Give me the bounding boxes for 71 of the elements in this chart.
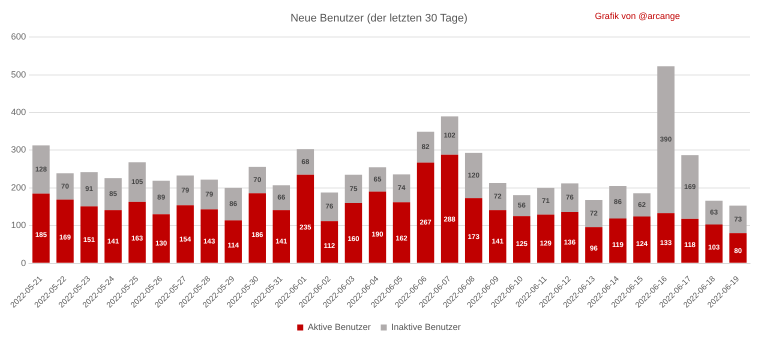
bar xyxy=(272,185,290,210)
bar xyxy=(416,132,434,163)
bar xyxy=(248,166,266,194)
chart-title: Neue Benutzer (der letzten 30 Tage) xyxy=(290,12,468,25)
bar xyxy=(513,216,530,263)
bar xyxy=(585,227,602,263)
bar xyxy=(104,178,122,210)
bar xyxy=(296,174,314,263)
bar xyxy=(489,210,506,263)
bar xyxy=(320,221,338,263)
bar xyxy=(344,174,362,203)
bar xyxy=(657,66,675,214)
bar xyxy=(80,206,98,263)
bar xyxy=(440,116,458,155)
bar xyxy=(296,149,314,175)
bar xyxy=(561,212,578,263)
bar xyxy=(609,218,626,263)
bar xyxy=(705,224,723,263)
bar xyxy=(200,209,218,263)
bar xyxy=(729,233,747,263)
bar xyxy=(32,194,50,263)
y-tick-label: 400 xyxy=(10,107,26,118)
y-tick-label: 600 xyxy=(10,32,26,42)
y-tick-label: 200 xyxy=(10,182,26,192)
bar xyxy=(200,180,218,210)
bar xyxy=(489,183,506,210)
bar xyxy=(561,183,578,212)
bar xyxy=(56,173,74,200)
bar xyxy=(585,200,602,228)
bar xyxy=(128,202,146,263)
y-tick-label: 500 xyxy=(10,69,26,80)
bar xyxy=(176,205,194,263)
bar xyxy=(440,154,458,263)
bar xyxy=(152,180,170,214)
y-tick-label: 0 xyxy=(21,258,26,268)
bar xyxy=(344,202,362,263)
y-tick-label: 300 xyxy=(10,144,26,155)
y-tick-label: 100 xyxy=(10,220,26,230)
bar xyxy=(681,218,699,263)
bar xyxy=(56,200,74,263)
bar xyxy=(104,210,122,263)
legend-label: Inaktive Benutzer xyxy=(391,322,461,332)
bar xyxy=(224,220,242,263)
bar xyxy=(368,167,386,192)
bar xyxy=(537,214,554,263)
bar xyxy=(513,195,530,216)
bar xyxy=(537,188,554,215)
bar xyxy=(152,214,170,263)
bar xyxy=(657,213,675,263)
bar xyxy=(464,198,482,263)
bar xyxy=(729,206,747,234)
bar xyxy=(633,216,651,263)
bar xyxy=(392,174,410,202)
bar xyxy=(633,193,651,217)
bar xyxy=(609,186,626,218)
bar xyxy=(464,152,482,198)
bar xyxy=(272,210,290,263)
bar xyxy=(416,162,434,263)
bar xyxy=(392,202,410,263)
bar xyxy=(128,162,146,202)
legend-label: Aktive Benutzer xyxy=(308,322,371,332)
bar xyxy=(681,155,699,219)
bar xyxy=(80,172,98,206)
bar xyxy=(705,200,723,224)
bar xyxy=(248,193,266,263)
text: Grafik von @arcange xyxy=(594,10,680,21)
bar xyxy=(176,175,194,206)
bar xyxy=(224,188,242,220)
bar xyxy=(368,192,386,263)
bar xyxy=(32,145,50,194)
bar xyxy=(320,192,338,222)
